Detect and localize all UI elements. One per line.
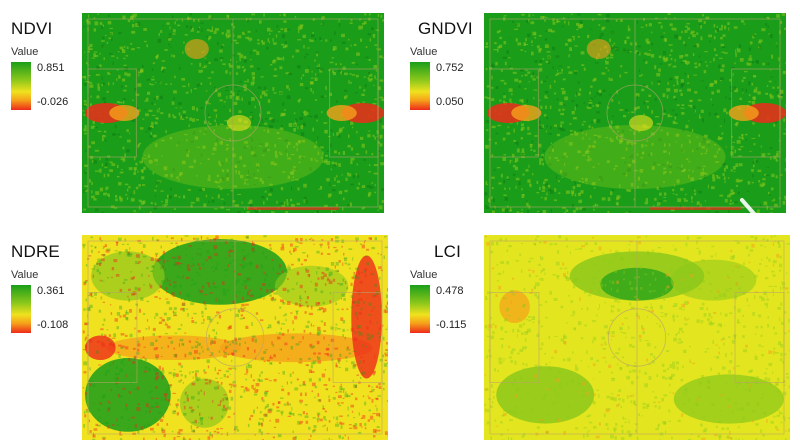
map-gndvi-raster: [484, 13, 786, 213]
map-ndre: [82, 235, 388, 440]
legend-heading: Value: [410, 46, 438, 58]
panel-lci: LCI Value 0.478 -0.115: [400, 223, 800, 446]
legend-ndre: Value 0.361 -0.108: [11, 269, 73, 333]
map-lci-raster: [484, 235, 790, 440]
legend-min-value: -0.108: [37, 319, 69, 331]
panel-title-ndvi: NDVI: [11, 19, 53, 38]
legend-color-ramp: [11, 285, 31, 333]
legend-ndvi: Value 0.851 -0.026: [11, 46, 73, 110]
legend-color-ramp: [410, 285, 430, 333]
panel-title-gndvi: GNDVI: [418, 19, 473, 38]
legend-heading: Value: [410, 269, 438, 281]
legend-max-value: 0.361: [37, 285, 65, 297]
legend-color-ramp: [11, 62, 31, 110]
legend-min-value: -0.115: [436, 319, 467, 331]
panel-title-lci: LCI: [434, 242, 462, 261]
panel-gndvi: GNDVI Value 0.752 0.050: [400, 0, 800, 223]
legend-max-value: 0.752: [436, 62, 464, 74]
map-lci: [484, 235, 790, 440]
panel-title-ndre: NDRE: [11, 242, 60, 261]
legend-heading: Value: [11, 46, 39, 58]
legend-gndvi: Value 0.752 0.050: [410, 46, 472, 110]
previous-slide-button[interactable]: [36, 196, 64, 236]
map-gndvi: [484, 13, 786, 213]
legend-min-value: -0.026: [37, 96, 69, 108]
legend-min-value: 0.050: [436, 96, 464, 108]
chevron-left-icon: [40, 198, 58, 234]
panel-ndre: NDRE Value 0.361 -0.108: [0, 223, 400, 446]
next-slide-button[interactable]: [734, 196, 762, 236]
legend-max-value: 0.478: [436, 285, 464, 297]
legend-max-value: 0.851: [37, 62, 65, 74]
legend-lci: Value 0.478 -0.115: [410, 269, 472, 333]
chevron-right-icon: [740, 198, 758, 234]
map-ndre-raster: [82, 235, 388, 440]
legend-color-ramp: [410, 62, 430, 110]
map-ndvi-raster: [82, 13, 384, 213]
map-ndvi: [82, 13, 384, 213]
legend-heading: Value: [11, 269, 39, 281]
panel-ndvi: NDVI Value 0.851 -0.026: [0, 0, 400, 223]
